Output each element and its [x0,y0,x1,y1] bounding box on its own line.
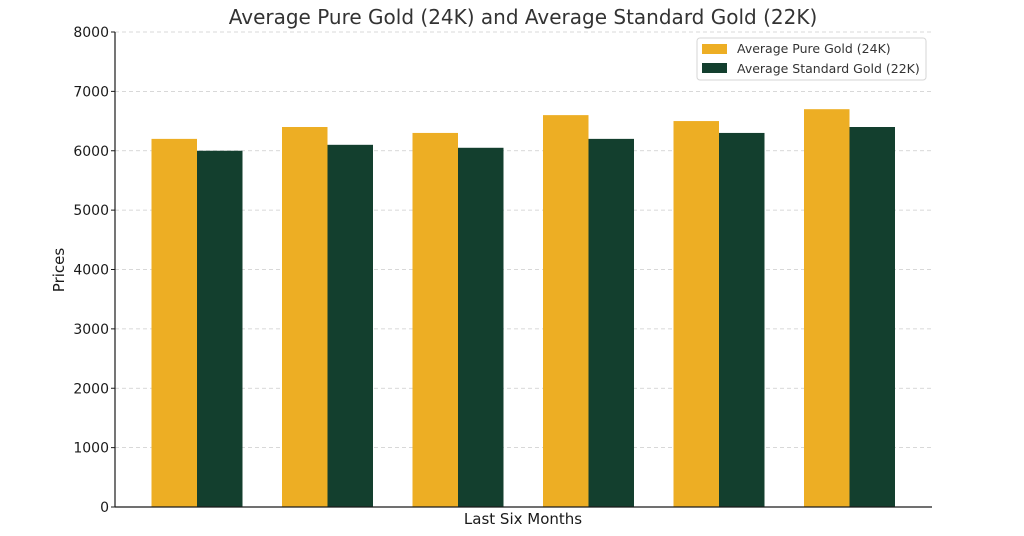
chart-title: Average Pure Gold (24K) and Average Stan… [229,5,818,29]
bar-pure-gold [151,138,197,507]
legend-label-pure-gold: Average Pure Gold (24K) [737,41,891,56]
x-axis-label: Last Six Months [464,510,582,528]
legend-swatch-pure-gold [702,44,727,54]
y-tick-label: 8000 [73,25,109,41]
y-tick-labels: 0 1000 2000 3000 4000 5000 6000 7000 8000 [73,25,115,516]
legend-swatch-standard-gold [702,63,727,73]
bar-standard-gold [849,127,895,507]
legend-frame [696,37,927,81]
y-tick-label: 2000 [73,381,109,397]
legend-label-standard-gold: Average Standard Gold (22K) [737,61,920,76]
bar-standard-gold [719,132,765,507]
bar-pure-gold [673,121,719,507]
y-tick-label: 7000 [73,84,109,100]
y-tick-label: 4000 [73,263,109,279]
bar-standard-gold [327,144,373,507]
legend: Average Pure Gold (24K) Average Standard… [696,37,927,81]
y-tick-label: 6000 [73,144,109,160]
y-tick-label: 5000 [73,203,109,219]
y-tick-label: 3000 [73,322,109,338]
bar-standard-gold [197,150,243,507]
bar-pure-gold [804,109,850,507]
bar-pure-gold [282,127,328,507]
y-axis-label: Prices [50,248,68,293]
bar-standard-gold [458,147,504,507]
y-tick-label: 0 [100,500,109,516]
bar-pure-gold [412,132,458,507]
bars [151,109,895,507]
y-tick-label: 1000 [73,441,109,457]
gridlines [115,31,932,449]
bar-standard-gold [588,138,634,507]
bar-pure-gold [543,115,589,507]
